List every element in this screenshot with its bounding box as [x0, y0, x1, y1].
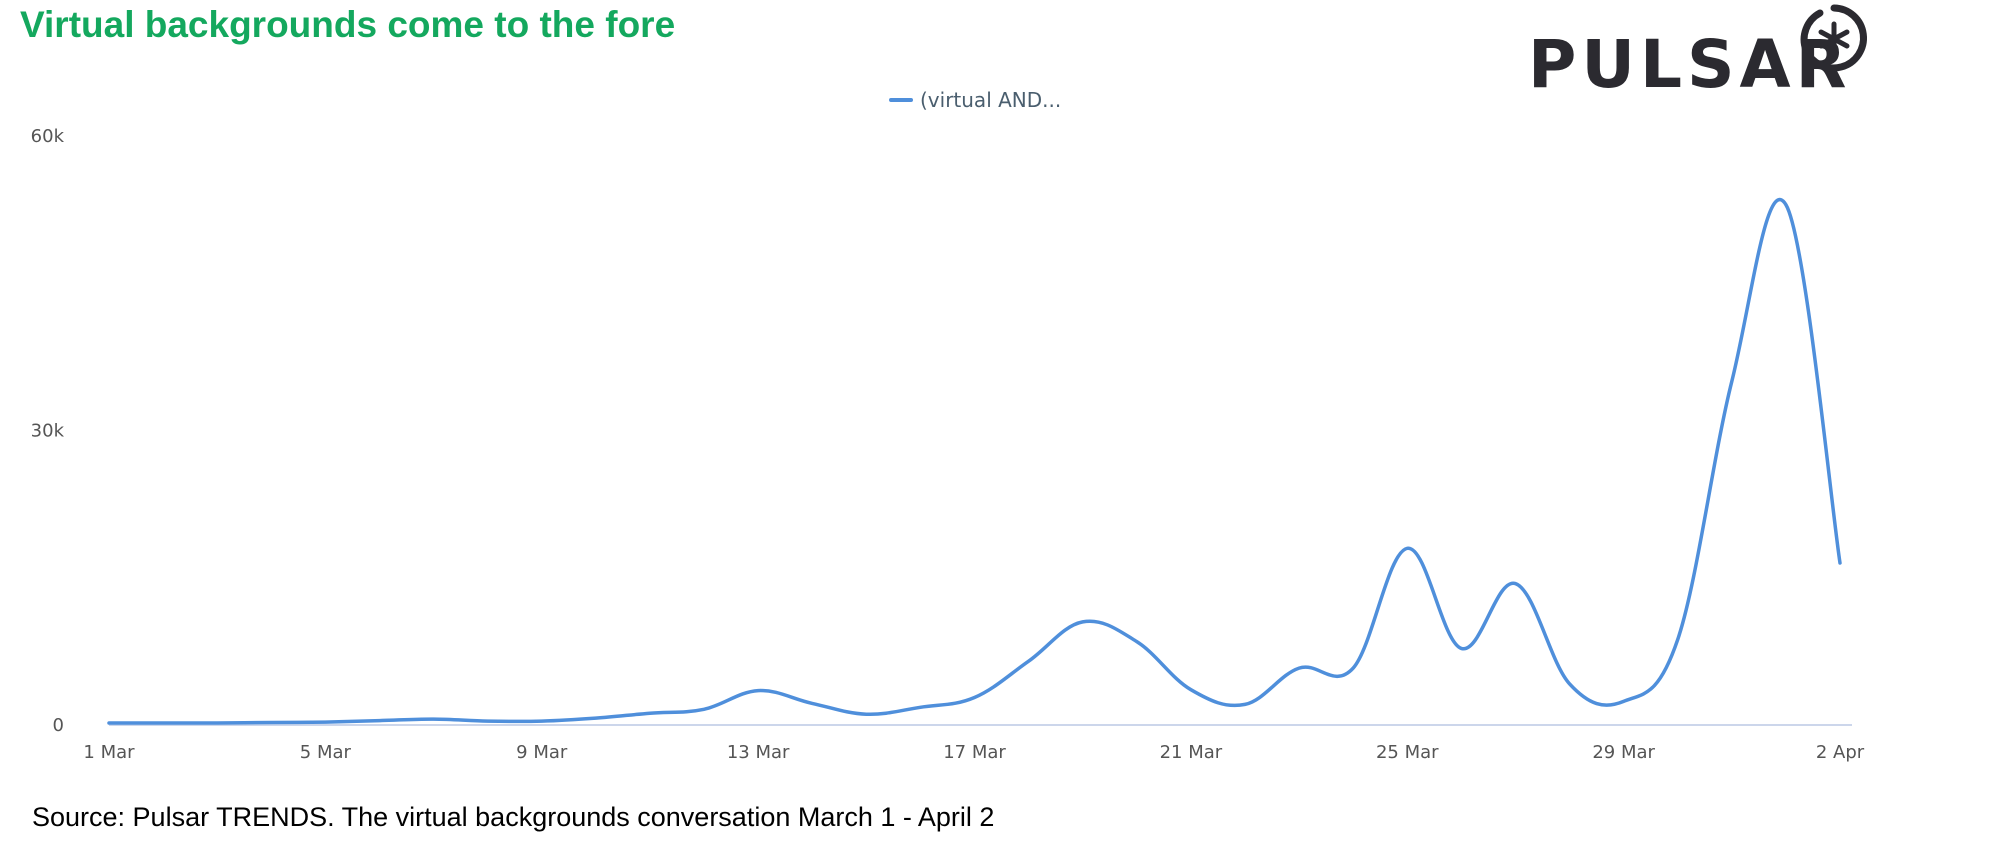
x-axis: 1 Mar 5 Mar 9 Mar 13 Mar 17 Mar 21 Mar 25 Mar 2… [83, 724, 1865, 763]
data-point[interactable] [1350, 665, 1356, 671]
y-tick-label: 60k [31, 126, 65, 147]
asterisk-circle-icon [1800, 4, 1867, 72]
data-point[interactable] [106, 720, 112, 726]
data-point[interactable] [647, 710, 653, 716]
data-point[interactable] [1621, 698, 1627, 704]
y-axis: 0 30k 60k [31, 126, 65, 736]
data-point[interactable] [431, 716, 437, 722]
data-point[interactable] [1567, 681, 1573, 687]
data-point[interactable] [1296, 665, 1302, 671]
x-tick-label: 1 Mar [83, 742, 135, 763]
chart-title: Virtual backgrounds come to the fore [20, 4, 676, 45]
x-tick-label: 2 Apr [1816, 742, 1865, 763]
data-point[interactable] [1404, 545, 1410, 551]
chart-legend[interactable]: (virtual AND... [889, 88, 1061, 112]
data-point[interactable] [701, 706, 707, 712]
data-point[interactable] [1080, 619, 1086, 625]
x-tick-label: 5 Mar [300, 742, 352, 763]
source-caption: Source: Pulsar TRENDS. The virtual backg… [32, 802, 995, 832]
data-point[interactable] [1026, 658, 1032, 664]
data-point[interactable] [1242, 701, 1248, 707]
data-point[interactable] [1188, 687, 1194, 693]
data-point[interactable] [917, 704, 923, 710]
data-point[interactable] [268, 720, 274, 726]
data-point[interactable] [1675, 637, 1681, 643]
data-point[interactable] [160, 720, 166, 726]
x-tick-label: 21 Mar [1160, 742, 1223, 763]
x-tick-label: 17 Mar [943, 742, 1006, 763]
data-point[interactable] [377, 718, 383, 724]
pulsar-logo: PULSAR [1528, 2, 1873, 102]
data-point[interactable] [1729, 378, 1735, 384]
data-point[interactable] [214, 720, 220, 726]
legend-label: (virtual AND... [920, 88, 1061, 112]
data-point[interactable] [809, 700, 815, 706]
data-point[interactable] [1837, 560, 1843, 566]
data-point[interactable] [1458, 645, 1464, 651]
data-point[interactable] [593, 715, 599, 721]
y-tick-label: 30k [31, 421, 65, 442]
data-point[interactable] [322, 719, 328, 725]
series-group [106, 197, 1843, 726]
x-tick-label: 29 Mar [1592, 742, 1655, 763]
x-tick-label: 25 Mar [1376, 742, 1439, 763]
x-tick-label: 13 Mar [727, 742, 790, 763]
data-point[interactable] [1783, 202, 1789, 208]
data-point[interactable] [972, 695, 978, 701]
series-line[interactable] [107, 197, 1842, 725]
data-point[interactable] [755, 688, 761, 694]
data-point[interactable] [539, 718, 545, 724]
data-point[interactable] [863, 711, 869, 717]
x-tick-label: 9 Mar [516, 742, 568, 763]
data-point[interactable] [1134, 639, 1140, 645]
data-point[interactable] [1512, 581, 1518, 587]
logo-text: PULSAR [1528, 26, 1852, 103]
y-tick-label: 0 [53, 715, 64, 736]
data-point[interactable] [485, 718, 491, 724]
